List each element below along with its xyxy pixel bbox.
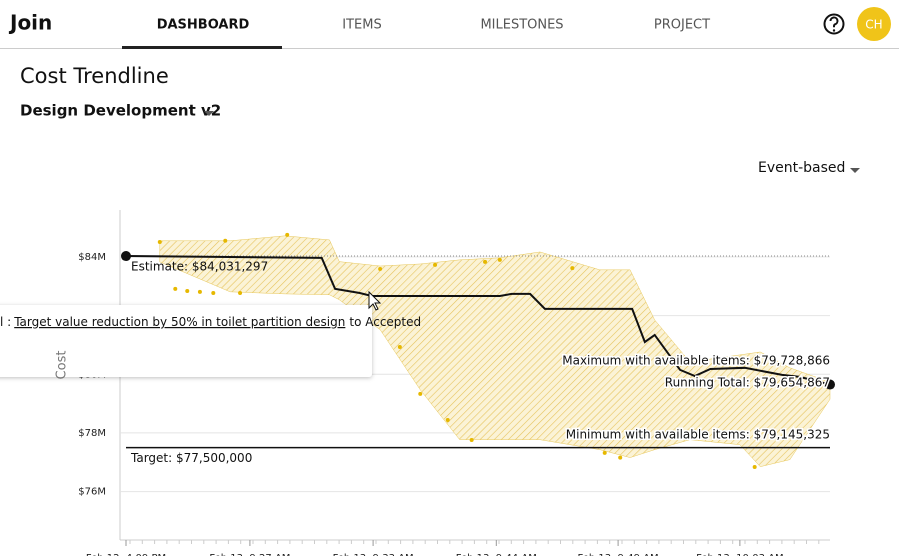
annotation: Minimum with available items: $79,145,32… [566,428,830,442]
item-point [285,232,290,237]
nav-tab[interactable]: MILESTONES [480,18,563,33]
item-point [238,291,243,296]
y-axis-label: Cost [55,351,70,380]
item-point [445,418,450,423]
nav-tab[interactable]: PROJECT [654,18,710,33]
item-point [223,238,228,243]
x-tick-label: Feb 13, 10:03 AM [696,553,783,556]
annotation: Running Total: $79,654,867 [665,376,830,390]
x-tick-label: Feb 12, 4:09 PM [86,553,166,556]
y-tick-label: $76M [78,487,106,498]
view-dropdown[interactable]: Event-based [758,160,845,176]
item-point [173,286,178,291]
tooltip: l : Target value reduction by 50% in toil… [0,305,421,377]
y-tick-label: $78M [78,428,106,439]
item-point [752,464,757,469]
tooltip-prefix: l : [0,315,11,329]
header: Join CH DASHBOARD ITEMS MILESTONES PROJECT [0,7,899,49]
cursor [368,290,382,311]
item-point [483,259,488,264]
dropdown-caret[interactable] [204,111,214,116]
page-title: Cost Trendline [20,64,169,88]
tooltip-link[interactable]: Target value reduction by 50% in toilet … [13,315,345,329]
dropdown-caret[interactable] [850,168,860,173]
y-tick-label: $84M [78,252,106,263]
x-tick-label: Feb 13, 9:49 AM [578,553,659,556]
tooltip-box [0,305,372,377]
item-point [602,450,607,455]
item-point [469,437,474,442]
item-point [185,288,190,293]
tooltip-text: l : Target value reduction by 50% in toil… [0,315,421,329]
tooltip-suffix: to Accepted [349,315,421,329]
item-point [378,266,383,271]
active-tab-indicator [122,46,282,49]
item-point [433,262,438,267]
annotation: Maximum with available items: $79,728,86… [562,354,830,368]
avatar[interactable] [857,7,891,41]
x-tick-label: Feb 13, 9:33 AM [333,553,414,556]
item-point [418,391,423,396]
x-tick-label: Feb 13, 9:44 AM [456,553,537,556]
reference-label: Estimate: $84,031,297 [131,260,268,274]
item-point [211,291,216,296]
nav-tab[interactable]: ITEMS [342,18,381,33]
item-point [497,257,502,262]
item-point [157,239,162,244]
endpoint [121,251,131,262]
chart: $76M$78M$80M$82M$84MFeb 12, 4:09 PMFeb 1… [0,210,835,556]
x-tick-label: Feb 13, 9:27 AM [209,553,290,556]
nav-tab[interactable]: DASHBOARD [157,18,250,33]
logo[interactable]: Join [8,11,52,35]
avatar-initials: CH [865,18,882,32]
running-total-line [125,255,831,386]
help-icon[interactable] [823,13,845,35]
item-point [197,289,202,294]
milestone-dropdown[interactable]: Design Development v2 [20,102,221,120]
range-band [159,235,831,467]
item-point [618,455,623,460]
endpoint [825,379,835,390]
item-point [570,266,575,271]
item-point [397,344,402,349]
reference-label: Target: $77,500,000 [130,451,252,465]
